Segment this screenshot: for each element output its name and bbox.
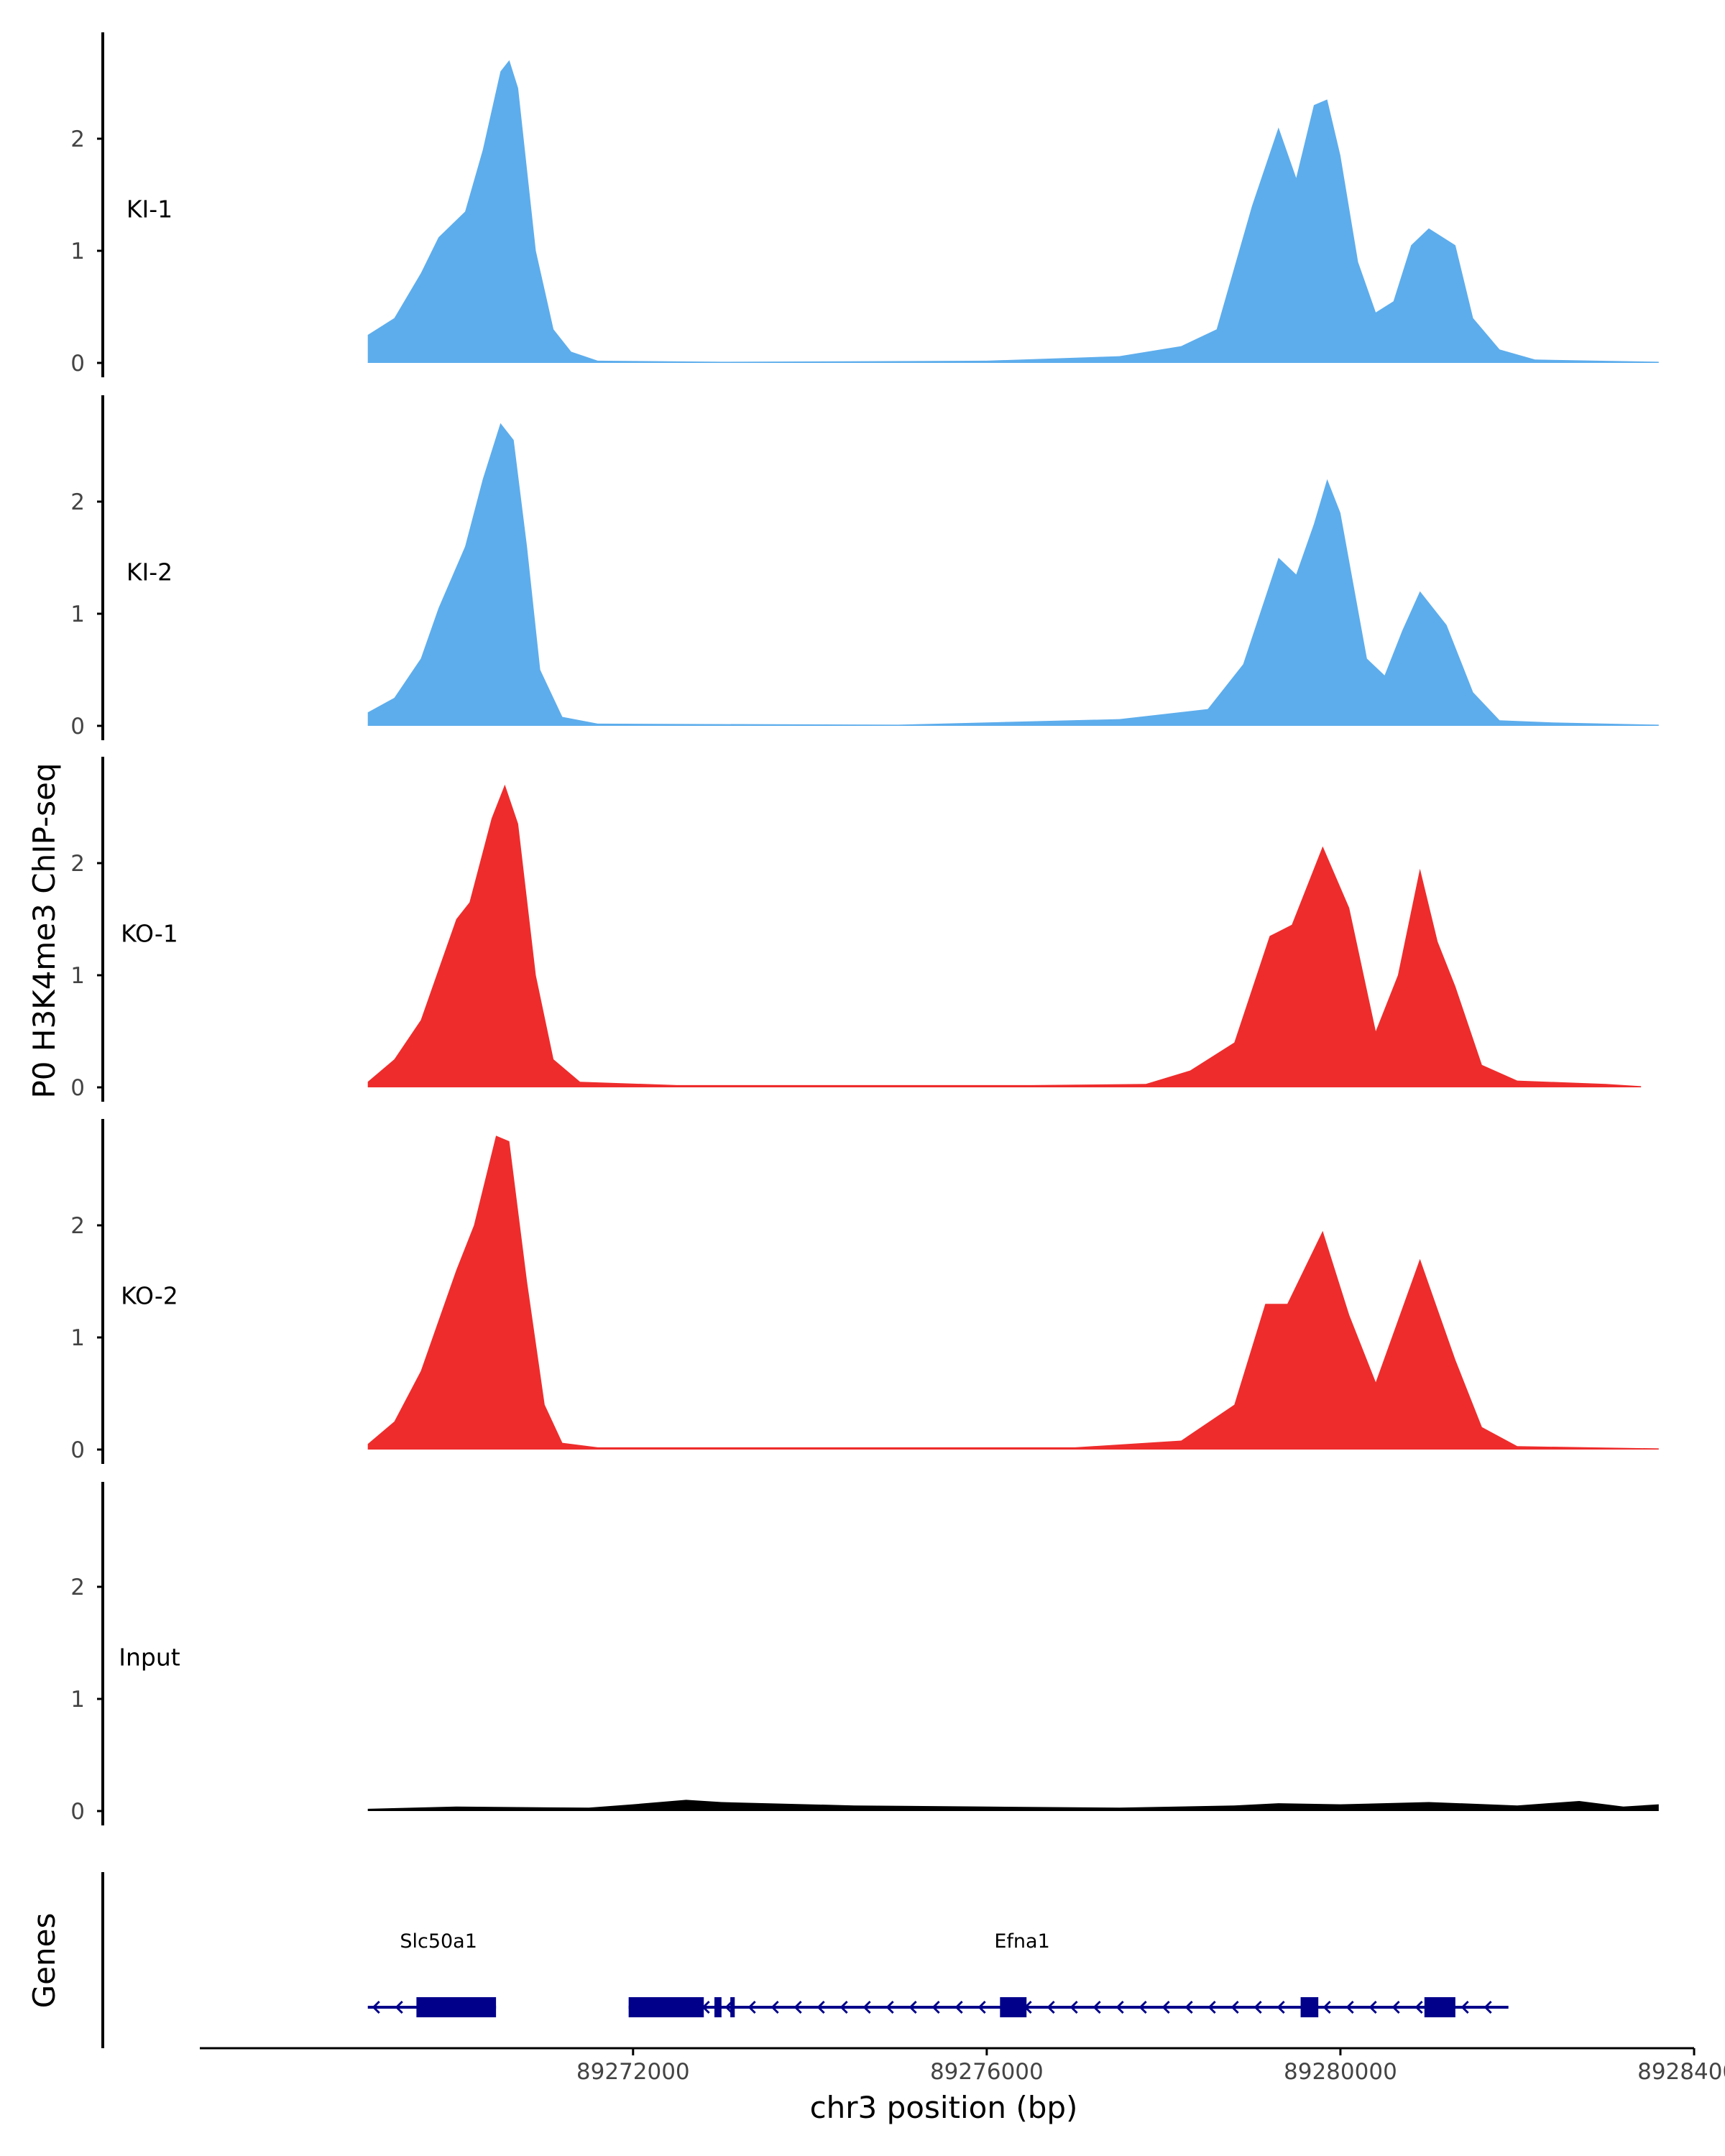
strand-arrow — [1460, 2000, 1469, 2014]
strand-arrow — [1070, 2000, 1078, 2014]
y-tick-label: 2 — [70, 1213, 85, 1239]
panel-ki-1: 0 1 2 KI-1 — [70, 32, 1659, 377]
strand-arrow — [748, 2000, 756, 2014]
y-tick-label: 2 — [70, 489, 85, 515]
signal-area-ko-2 — [367, 1135, 1659, 1450]
y-tick-label: 2 — [70, 1575, 85, 1600]
track-label: KO-2 — [121, 1282, 178, 1310]
x-tick-label: 89284000 — [1637, 2059, 1725, 2085]
y-tick-label: 0 — [70, 1799, 85, 1825]
strand-arrow — [1162, 2000, 1170, 2014]
panel-ki-2: 0 1 2 KI-2 — [70, 395, 1659, 740]
strand-arrow — [372, 2000, 380, 2014]
y-tick-label: 2 — [70, 126, 85, 152]
strand-arrow — [886, 2000, 894, 2014]
strand-arrow — [1392, 2000, 1400, 2014]
strand-arrow — [978, 2000, 986, 2014]
strand-arrow — [1138, 2000, 1147, 2014]
y-tick-label: 1 — [70, 963, 85, 989]
gene-efna1: Efna1 — [628, 1930, 1509, 2017]
signal-area-ko-1 — [367, 784, 1642, 1087]
strand-arrow — [724, 2000, 733, 2014]
signal-area-input — [367, 1800, 1659, 1811]
strand-arrow — [1116, 2000, 1124, 2014]
x-ticks: 89272000 89276000 89280000 89284000 — [576, 2048, 1725, 2085]
strand-arrow — [1414, 2000, 1423, 2014]
strand-arrow — [794, 2000, 802, 2014]
strand-arrow — [1208, 2000, 1216, 2014]
track-label: KO-1 — [121, 920, 178, 948]
x-tick-label: 89280000 — [1284, 2059, 1397, 2085]
strand-arrow — [1046, 2000, 1055, 2014]
strand-arrow — [1276, 2000, 1285, 2014]
gene-exon — [1300, 1997, 1319, 2017]
strand-arrow — [954, 2000, 963, 2014]
y-tick-label: 1 — [70, 1325, 85, 1351]
strand-arrow — [1322, 2000, 1331, 2014]
strand-arrow — [1484, 2000, 1492, 2014]
x-axis: 89272000 89276000 89280000 89284000 chr3 po… — [200, 2047, 1725, 2125]
y-tick-label: 0 — [70, 1437, 85, 1463]
gene-models: Slc50a1 Efna1 — [367, 1930, 1509, 2017]
y-tick-label: 0 — [70, 714, 85, 740]
y-tick-label: 0 — [70, 351, 85, 377]
x-tick-label: 89276000 — [930, 2059, 1044, 2085]
y-tick-label: 1 — [70, 1687, 85, 1713]
strand-arrow — [862, 2000, 871, 2014]
strand-arrow — [1092, 2000, 1101, 2014]
track-label: KI-2 — [126, 558, 172, 586]
track-label: Input — [119, 1644, 180, 1672]
gene-label: Slc50a1 — [400, 1930, 477, 1953]
y-axis-title: P0 H3K4me3 ChIP-seq — [27, 763, 62, 1098]
strand-arrow — [840, 2000, 848, 2014]
gene-exon — [730, 1997, 735, 2017]
signal-area-ki-2 — [367, 423, 1659, 726]
x-axis-title: chr3 position (bp) — [810, 2090, 1078, 2125]
panel-ko-1: 0 1 2 KO-1 — [70, 757, 1642, 1102]
strand-arrow — [1230, 2000, 1239, 2014]
strand-arrow — [816, 2000, 825, 2014]
gene-exon — [1000, 1997, 1027, 2017]
strand-arrow — [395, 2000, 403, 2014]
strand-arrow — [908, 2000, 917, 2014]
panel-ko-2: 0 1 2 KO-2 — [70, 1119, 1659, 1464]
y-tick-label: 1 — [70, 239, 85, 264]
x-tick-label: 89272000 — [576, 2059, 690, 2085]
strand-arrow — [1254, 2000, 1262, 2014]
signal-area-ki-1 — [367, 60, 1659, 364]
strand-arrow — [1346, 2000, 1354, 2014]
track-panels: 0 1 2 KI-1 0 1 2 KI-2 0 1 2 KO-1 0 1 2 KO-2 0 1 2 Input — [70, 32, 1659, 1825]
gene-exon — [1424, 1997, 1455, 2017]
gene-slc50a1: Slc50a1 — [367, 1930, 497, 2017]
genes-track: Genes Slc50a1 Efna1 — [27, 1872, 1509, 2048]
gene-label: Efna1 — [994, 1930, 1049, 1953]
gene-exon — [628, 1997, 704, 2017]
track-label: KI-1 — [126, 195, 172, 224]
strand-arrow — [770, 2000, 779, 2014]
strand-arrow — [1184, 2000, 1193, 2014]
y-tick-label: 2 — [70, 851, 85, 877]
strand-arrow — [932, 2000, 940, 2014]
genes-track-label: Genes — [27, 1913, 62, 2009]
strand-arrow — [1368, 2000, 1377, 2014]
panel-input: 0 1 2 Input — [70, 1482, 1659, 1825]
y-tick-label: 0 — [70, 1075, 85, 1101]
y-tick-label: 1 — [70, 602, 85, 627]
gene-exon — [714, 1997, 722, 2017]
gene-exon — [416, 1997, 497, 2017]
